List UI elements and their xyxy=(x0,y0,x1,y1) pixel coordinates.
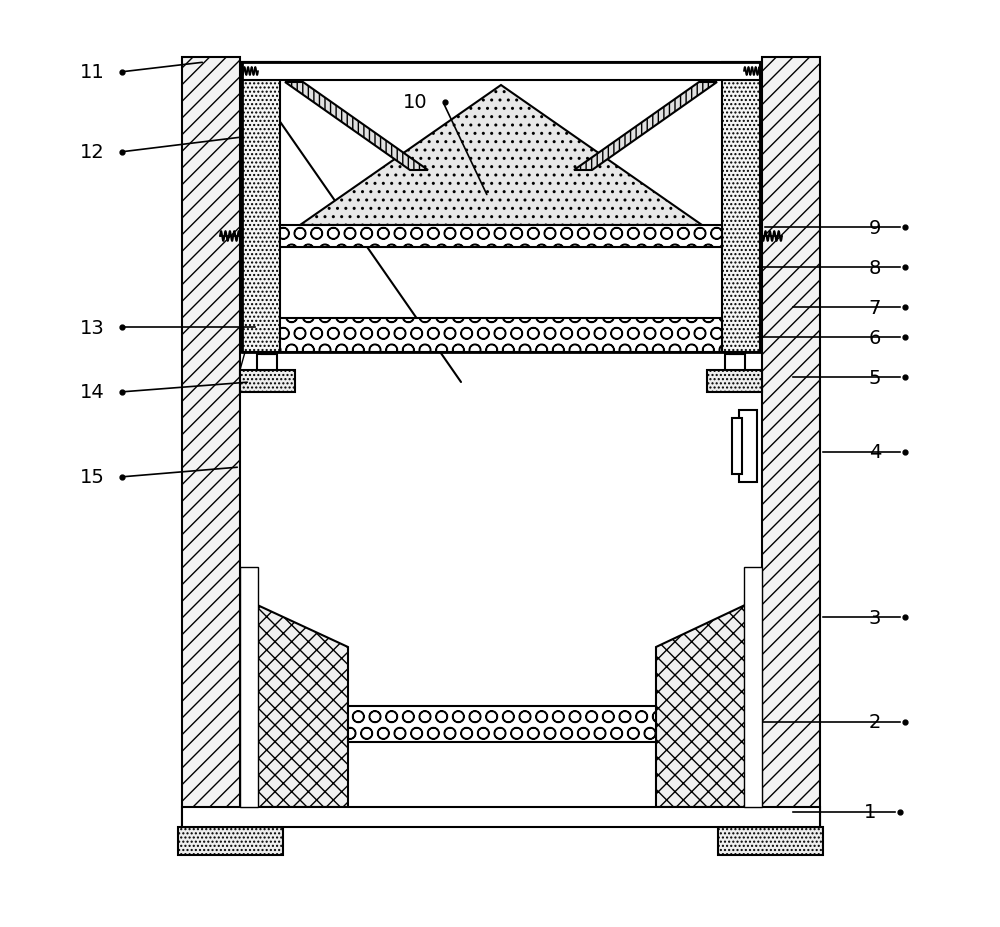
Bar xyxy=(242,63,280,352)
Text: 2: 2 xyxy=(869,713,881,731)
Bar xyxy=(718,827,823,855)
Bar xyxy=(242,63,760,352)
Bar xyxy=(262,347,274,355)
Bar xyxy=(280,226,722,248)
Text: 3: 3 xyxy=(869,608,881,627)
Bar xyxy=(182,807,820,827)
Bar xyxy=(762,57,820,827)
Text: 1: 1 xyxy=(864,803,876,821)
Bar xyxy=(178,827,283,855)
Text: 7: 7 xyxy=(869,298,881,317)
Polygon shape xyxy=(574,83,717,171)
Text: 6: 6 xyxy=(869,328,881,347)
Bar xyxy=(240,371,295,392)
Bar xyxy=(242,63,760,81)
Bar xyxy=(730,347,742,355)
Text: 11: 11 xyxy=(80,63,104,83)
Bar xyxy=(280,319,722,352)
Bar xyxy=(348,706,656,743)
Text: 8: 8 xyxy=(869,259,881,277)
Text: 5: 5 xyxy=(869,368,881,387)
Bar xyxy=(182,57,240,827)
Text: 4: 4 xyxy=(869,443,881,462)
Bar xyxy=(257,355,277,371)
Polygon shape xyxy=(300,86,702,226)
Text: 9: 9 xyxy=(869,218,881,237)
Bar xyxy=(722,63,760,352)
Text: 13: 13 xyxy=(80,318,104,337)
Polygon shape xyxy=(656,597,762,807)
Polygon shape xyxy=(285,83,428,171)
Text: 15: 15 xyxy=(80,468,104,487)
Bar xyxy=(707,371,762,392)
Bar xyxy=(744,567,762,807)
Polygon shape xyxy=(240,597,348,807)
Text: 12: 12 xyxy=(80,144,104,162)
Text: 10: 10 xyxy=(403,94,427,112)
Bar xyxy=(240,567,258,807)
Text: 14: 14 xyxy=(80,383,104,402)
Bar xyxy=(725,355,745,371)
Bar xyxy=(739,411,757,482)
Bar xyxy=(732,419,742,475)
